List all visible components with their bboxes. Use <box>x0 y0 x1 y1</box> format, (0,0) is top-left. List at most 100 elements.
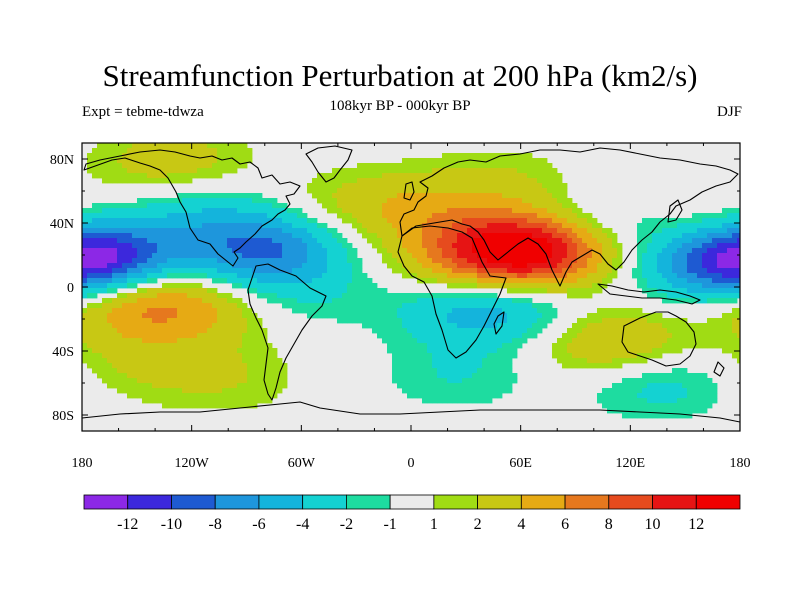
field-cell <box>157 373 163 379</box>
field-cell <box>112 178 118 184</box>
field-cell <box>502 318 508 324</box>
field-cell <box>522 153 528 159</box>
field-cell <box>82 258 88 264</box>
field-cell <box>662 348 668 354</box>
field-cell <box>227 388 233 394</box>
field-cell <box>537 198 543 204</box>
field-cell <box>437 253 443 259</box>
field-cell <box>232 318 238 324</box>
field-cell <box>437 268 443 274</box>
field-cell <box>412 178 418 184</box>
field-cell <box>677 268 683 274</box>
field-cell <box>117 313 123 319</box>
field-cell <box>657 218 663 224</box>
field-cell <box>512 188 518 194</box>
field-cell <box>342 303 348 309</box>
field-cell <box>677 378 683 384</box>
field-cell <box>407 178 413 184</box>
field-cell <box>592 258 598 264</box>
field-cell <box>327 228 333 234</box>
field-cell <box>612 353 618 359</box>
field-cell <box>197 228 203 234</box>
field-cell <box>552 233 558 239</box>
field-cell <box>137 258 143 264</box>
field-cell <box>687 393 693 399</box>
field-cell <box>707 338 713 344</box>
field-cell <box>257 213 263 219</box>
field-cell <box>627 398 633 404</box>
field-cell <box>467 303 473 309</box>
field-cell <box>602 273 608 279</box>
field-cell <box>437 333 443 339</box>
field-cell <box>507 153 513 159</box>
field-cell <box>117 323 123 329</box>
field-cell <box>692 293 698 299</box>
field-cell <box>337 173 343 179</box>
field-cell <box>442 263 448 269</box>
field-cell <box>152 348 158 354</box>
field-cell <box>217 278 223 284</box>
field-cell <box>647 378 653 384</box>
field-cell <box>457 388 463 394</box>
field-cell <box>117 173 123 179</box>
field-cell <box>452 228 458 234</box>
field-cell <box>532 248 538 254</box>
field-cell <box>512 373 518 379</box>
field-cell <box>197 398 203 404</box>
field-cell <box>427 328 433 334</box>
field-cell <box>407 298 413 304</box>
field-cell <box>732 343 738 349</box>
field-cell <box>692 218 698 224</box>
field-cell <box>212 253 218 259</box>
field-cell <box>182 403 188 409</box>
field-cell <box>192 143 198 149</box>
field-cell <box>227 253 233 259</box>
field-cell <box>367 323 373 329</box>
field-cell <box>612 328 618 334</box>
field-cell <box>347 308 353 314</box>
field-cell <box>102 163 108 169</box>
colorbar-label: 1 <box>430 516 438 533</box>
field-cell <box>442 363 448 369</box>
coast-madagascar <box>493 311 505 335</box>
field-cell <box>357 293 363 299</box>
field-cell <box>437 198 443 204</box>
field-cell <box>297 293 303 299</box>
field-cell <box>357 188 363 194</box>
field-cell <box>297 268 303 274</box>
field-cell <box>232 243 238 249</box>
field-cell <box>147 178 153 184</box>
field-cell <box>457 348 463 354</box>
field-cell <box>427 358 433 364</box>
field-cell <box>397 258 403 264</box>
field-cell <box>267 353 273 359</box>
field-cell <box>542 288 548 294</box>
field-cell <box>372 198 378 204</box>
field-cell <box>677 238 683 244</box>
field-cell <box>677 253 683 259</box>
field-cell <box>482 318 488 324</box>
field-cell <box>627 338 633 344</box>
field-cell <box>682 333 688 339</box>
field-cell <box>717 328 723 334</box>
field-cell <box>442 333 448 339</box>
field-cell <box>562 223 568 229</box>
field-cell <box>512 263 518 269</box>
field-cell <box>442 298 448 304</box>
field-cell <box>512 238 518 244</box>
field-cell <box>707 333 713 339</box>
field-cell <box>652 218 658 224</box>
field-cell <box>257 388 263 394</box>
field-cell <box>682 328 688 334</box>
field-cell <box>497 333 503 339</box>
field-cell <box>487 328 493 334</box>
field-cell <box>497 303 503 309</box>
field-cell <box>412 338 418 344</box>
field-cell <box>732 298 738 304</box>
field-cell <box>182 178 188 184</box>
field-cell <box>462 283 468 289</box>
field-cell <box>582 288 588 294</box>
field-cell <box>662 343 668 349</box>
field-cell <box>107 368 113 374</box>
field-cell <box>317 313 323 319</box>
